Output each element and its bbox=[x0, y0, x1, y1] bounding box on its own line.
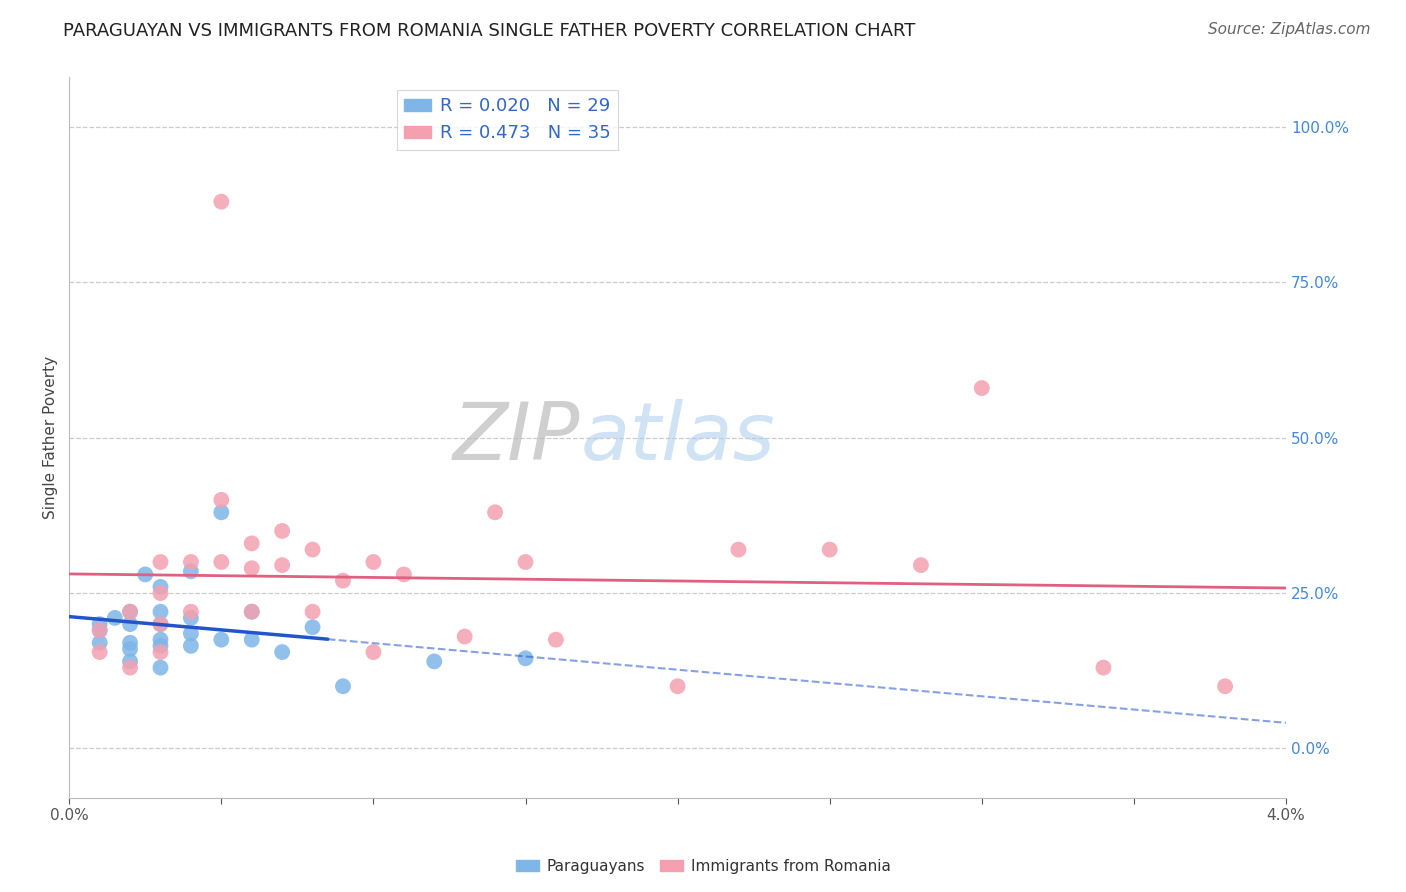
Point bbox=[134, 567, 156, 582]
Point bbox=[89, 624, 111, 638]
Point bbox=[120, 642, 142, 657]
Point bbox=[301, 620, 323, 634]
Text: Source: ZipAtlas.com: Source: ZipAtlas.com bbox=[1208, 22, 1371, 37]
Legend: Paraguayans, Immigrants from Romania: Paraguayans, Immigrants from Romania bbox=[509, 853, 897, 880]
Legend: R = 0.020   N = 29, R = 0.473   N = 35: R = 0.020 N = 29, R = 0.473 N = 35 bbox=[396, 90, 617, 150]
Point bbox=[120, 660, 142, 674]
Point bbox=[271, 524, 294, 538]
Point bbox=[149, 639, 172, 653]
Point bbox=[240, 605, 263, 619]
Point bbox=[89, 624, 111, 638]
Point bbox=[301, 542, 323, 557]
Point bbox=[332, 679, 354, 693]
Point bbox=[727, 542, 749, 557]
Point bbox=[363, 645, 385, 659]
Point bbox=[149, 632, 172, 647]
Point bbox=[149, 617, 172, 632]
Point bbox=[149, 617, 172, 632]
Point bbox=[120, 654, 142, 668]
Point bbox=[209, 555, 232, 569]
Point bbox=[180, 605, 202, 619]
Point bbox=[271, 558, 294, 573]
Point bbox=[1213, 679, 1236, 693]
Point bbox=[1092, 660, 1115, 674]
Point bbox=[89, 645, 111, 659]
Point bbox=[120, 605, 142, 619]
Point bbox=[453, 630, 475, 644]
Point bbox=[149, 580, 172, 594]
Point bbox=[544, 632, 567, 647]
Point bbox=[120, 617, 142, 632]
Point bbox=[180, 626, 202, 640]
Point bbox=[910, 558, 932, 573]
Point bbox=[104, 611, 127, 625]
Point bbox=[818, 542, 841, 557]
Point bbox=[423, 654, 446, 668]
Point bbox=[240, 536, 263, 550]
Point bbox=[149, 645, 172, 659]
Point bbox=[180, 611, 202, 625]
Text: atlas: atlas bbox=[581, 399, 775, 476]
Point bbox=[515, 651, 537, 665]
Point bbox=[332, 574, 354, 588]
Point bbox=[515, 555, 537, 569]
Point bbox=[209, 492, 232, 507]
Point bbox=[180, 564, 202, 578]
Point bbox=[149, 660, 172, 674]
Point bbox=[149, 586, 172, 600]
Point bbox=[180, 639, 202, 653]
Y-axis label: Single Father Poverty: Single Father Poverty bbox=[44, 356, 58, 519]
Point bbox=[120, 636, 142, 650]
Text: ZIP: ZIP bbox=[453, 399, 581, 476]
Point bbox=[363, 555, 385, 569]
Point bbox=[240, 632, 263, 647]
Point bbox=[666, 679, 689, 693]
Point bbox=[240, 605, 263, 619]
Text: PARAGUAYAN VS IMMIGRANTS FROM ROMANIA SINGLE FATHER POVERTY CORRELATION CHART: PARAGUAYAN VS IMMIGRANTS FROM ROMANIA SI… bbox=[63, 22, 915, 40]
Point bbox=[301, 605, 323, 619]
Point bbox=[484, 505, 506, 519]
Point bbox=[149, 555, 172, 569]
Point bbox=[89, 636, 111, 650]
Point bbox=[180, 555, 202, 569]
Point bbox=[209, 632, 232, 647]
Point bbox=[120, 605, 142, 619]
Point bbox=[89, 617, 111, 632]
Point bbox=[149, 605, 172, 619]
Point bbox=[209, 194, 232, 209]
Point bbox=[209, 505, 232, 519]
Point bbox=[240, 561, 263, 575]
Point bbox=[271, 645, 294, 659]
Point bbox=[970, 381, 993, 395]
Point bbox=[392, 567, 415, 582]
